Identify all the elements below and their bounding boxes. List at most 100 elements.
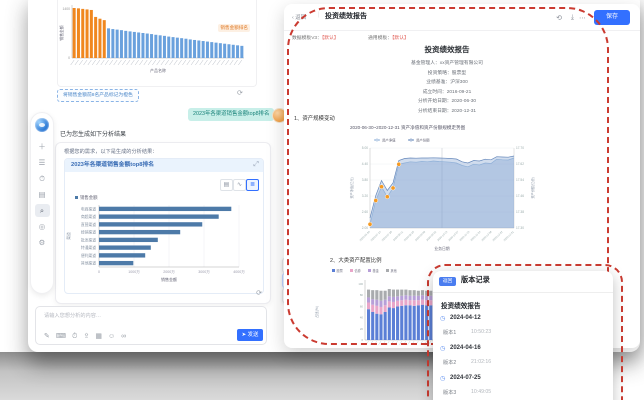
template-icon[interactable]: ✎ xyxy=(44,333,50,340)
document-title: 投资绩效报告 xyxy=(424,45,470,54)
sidebar-item-search[interactable]: ⌕ xyxy=(34,203,50,217)
popup-doc-title: 投资绩效报告 xyxy=(441,303,481,310)
meta-line: 分析结束日期：2020-12-31 xyxy=(417,108,477,114)
history-icon[interactable]: ⟲ xyxy=(556,15,562,22)
meta-line: 业绩基准：沪深300 xyxy=(426,80,468,85)
svg-text:2000万: 2000万 xyxy=(163,270,175,274)
svg-text:资产净值: 资产净值 xyxy=(382,137,396,142)
report-title: 投资绩效报告 xyxy=(325,13,367,20)
clock-icon: ◷ xyxy=(440,376,446,382)
version-history-popup: 返回 版本记录 投资绩效报告 ◷ 2024-04-12 版本1 10:50:23… xyxy=(433,271,613,400)
svg-text:3.80: 3.80 xyxy=(362,178,368,182)
svg-text:4000万: 4000万 xyxy=(233,270,245,274)
save-button[interactable]: 保存 xyxy=(594,10,630,25)
svg-text:80: 80 xyxy=(360,293,364,297)
version-label: 版本2 xyxy=(443,360,457,366)
document-meta: 基金管理人：xx资产管理有限公司 投资策略：股票型 业绩基准：沪深300 成立时… xyxy=(292,59,602,116)
svg-text:0: 0 xyxy=(361,338,363,342)
svg-text:3000万: 3000万 xyxy=(198,270,210,274)
svg-text:批发渠道: 批发渠道 xyxy=(81,237,96,242)
section1-heading: 1、资产规模变动 xyxy=(294,116,335,122)
svg-text:经销渠道: 经销渠道 xyxy=(81,230,96,235)
version-date[interactable]: 2024-04-16 xyxy=(450,345,481,351)
svg-text:产品名称: 产品名称 xyxy=(150,67,166,73)
svg-text:商超渠道: 商超渠道 xyxy=(81,214,96,219)
svg-text:17.62: 17.62 xyxy=(516,162,524,166)
svg-text:17.38: 17.38 xyxy=(516,210,524,214)
svg-text:60: 60 xyxy=(360,304,364,308)
svg-text:100: 100 xyxy=(358,282,363,286)
svg-text:20: 20 xyxy=(360,327,364,331)
user-message-bubble: 2023年各渠道销售金额top8排名 xyxy=(188,108,275,121)
general-template-label[interactable]: 通用模板：【默认】 xyxy=(368,36,409,41)
svg-text:40: 40 xyxy=(360,316,364,320)
svg-text:股票: 股票 xyxy=(337,268,344,273)
input-toolbar: ✎ ⌨ ⏱ ⇪ ▦ ☺ ∞ xyxy=(44,333,126,340)
sidebar-item-new-chat[interactable]: ＋ xyxy=(38,141,46,151)
upload-icon[interactable]: ⇪ xyxy=(83,333,90,340)
svg-text:3.20: 3.20 xyxy=(362,194,368,198)
chat-input-box[interactable]: 请输入您想分析的内容… ✎ ⌨ ⏱ ⇪ ▦ ☺ ∞ ➤ 发送 xyxy=(35,306,267,345)
send-button[interactable]: ➤ 发送 xyxy=(237,329,263,341)
keyboard-icon[interactable]: ⌨ xyxy=(55,333,66,340)
svg-text:特通渠道: 特通渠道 xyxy=(81,245,96,250)
meta-line: 成立时间：2016-09-21 xyxy=(422,89,472,95)
svg-text:渠道: 渠道 xyxy=(66,232,71,240)
svg-text:销售金额: 销售金额 xyxy=(59,25,64,40)
svg-text:基金: 基金 xyxy=(373,268,380,273)
meta-line: 投资策略：股票型 xyxy=(427,70,467,76)
annotation-dashed-frame-popup xyxy=(427,264,623,400)
svg-text:其他渠道: 其他渠道 xyxy=(81,261,96,266)
line-view-button[interactable]: ∿ xyxy=(233,179,246,191)
sidebar-item-files[interactable]: ▤ xyxy=(38,189,46,199)
chart-annotation-badge: 销售金额排名 xyxy=(218,24,250,32)
meta-line: 分析开始日期：2020-06-30 xyxy=(417,99,477,104)
svg-text:便利渠道: 便利渠道 xyxy=(81,253,96,258)
chart-legend: 销售金额 xyxy=(75,195,98,201)
svg-text:4.40: 4.40 xyxy=(362,162,368,166)
nav-trend-chart: 5.00 17.70 4.40 17.62 3.80 17.54 3.20 17.46 2.60… xyxy=(349,137,535,251)
refresh-icon[interactable]: ⟳ xyxy=(256,290,262,297)
gallery-icon[interactable]: ▦ xyxy=(95,333,102,340)
sidebar-item-tasks[interactable]: ☰ xyxy=(38,157,46,167)
emoji-icon[interactable]: ☺ xyxy=(107,333,116,340)
section1-subtitle: 2020-06-30~2020-12-31 资产净值和资产份额规模走势图 xyxy=(350,125,466,130)
sidebar-item-settings[interactable]: ⚙ xyxy=(38,237,46,247)
chart-panel: 2023年各渠道销售金额top8排名 ⤢ ▤ ∿ ≣ 销售金额 0 1000万 20… xyxy=(64,158,264,294)
version-date[interactable]: 2024-04-12 xyxy=(450,315,481,321)
sidebar-item-history[interactable]: ⏱ xyxy=(39,173,45,183)
chart-panel-title: 2023年各渠道销售金额top8排名 xyxy=(65,159,263,172)
refresh-icon[interactable]: ⟳ xyxy=(237,90,243,97)
expand-icon[interactable]: ⤢ xyxy=(253,161,259,168)
result-preamble: 根据您的需求，以下是生成的分析结果： xyxy=(64,149,158,155)
popup-title: 版本记录 xyxy=(461,275,490,284)
brand-eye-logo xyxy=(35,118,49,132)
version-date[interactable]: 2024-07-25 xyxy=(450,375,481,381)
bar-view-button[interactable]: ≣ xyxy=(246,179,259,191)
svg-text:销售金额: 销售金额 xyxy=(161,276,177,282)
history-icon[interactable]: ⏱ xyxy=(71,333,78,340)
svg-text:17.70: 17.70 xyxy=(516,146,524,150)
back-button[interactable]: 返回 xyxy=(439,277,456,286)
table-view-button[interactable]: ▤ xyxy=(220,179,233,191)
version-time: 10:50:23 xyxy=(471,329,492,335)
svg-text:资产份额: 资产份额 xyxy=(416,137,430,142)
svg-text:资产份额(亿份): 资产份额(亿份) xyxy=(530,177,535,198)
product-rank-chart-card: 1400 0 产品名称 销售金额 销售金额排名 xyxy=(57,0,257,87)
header-rule xyxy=(284,30,640,31)
version-time: 10:49:05 xyxy=(471,389,492,395)
assistant-intro-text: 已为您生成如下分析结果 xyxy=(60,132,127,138)
svg-text:2.60: 2.60 xyxy=(362,210,368,214)
svg-text:17.54: 17.54 xyxy=(516,178,524,182)
sidebar-item-profile[interactable]: ◎ xyxy=(38,221,46,231)
svg-text:2.00: 2.00 xyxy=(362,226,368,230)
svg-text:0: 0 xyxy=(68,56,70,60)
svg-text:17.30: 17.30 xyxy=(516,226,524,230)
suggestion-chip[interactable]: 将销售金额前8名产品标记为橙色 xyxy=(57,89,139,102)
popup-rule xyxy=(433,292,613,293)
link-icon[interactable]: ∞ xyxy=(121,333,127,340)
svg-text:资产净值(亿元): 资产净值(亿元) xyxy=(349,177,354,198)
channel-rank-chart: 0 1000万 2000万 3000万 4000万 电商渠道商超渠道直营渠道经销渠道批发渠… xyxy=(66,205,245,282)
